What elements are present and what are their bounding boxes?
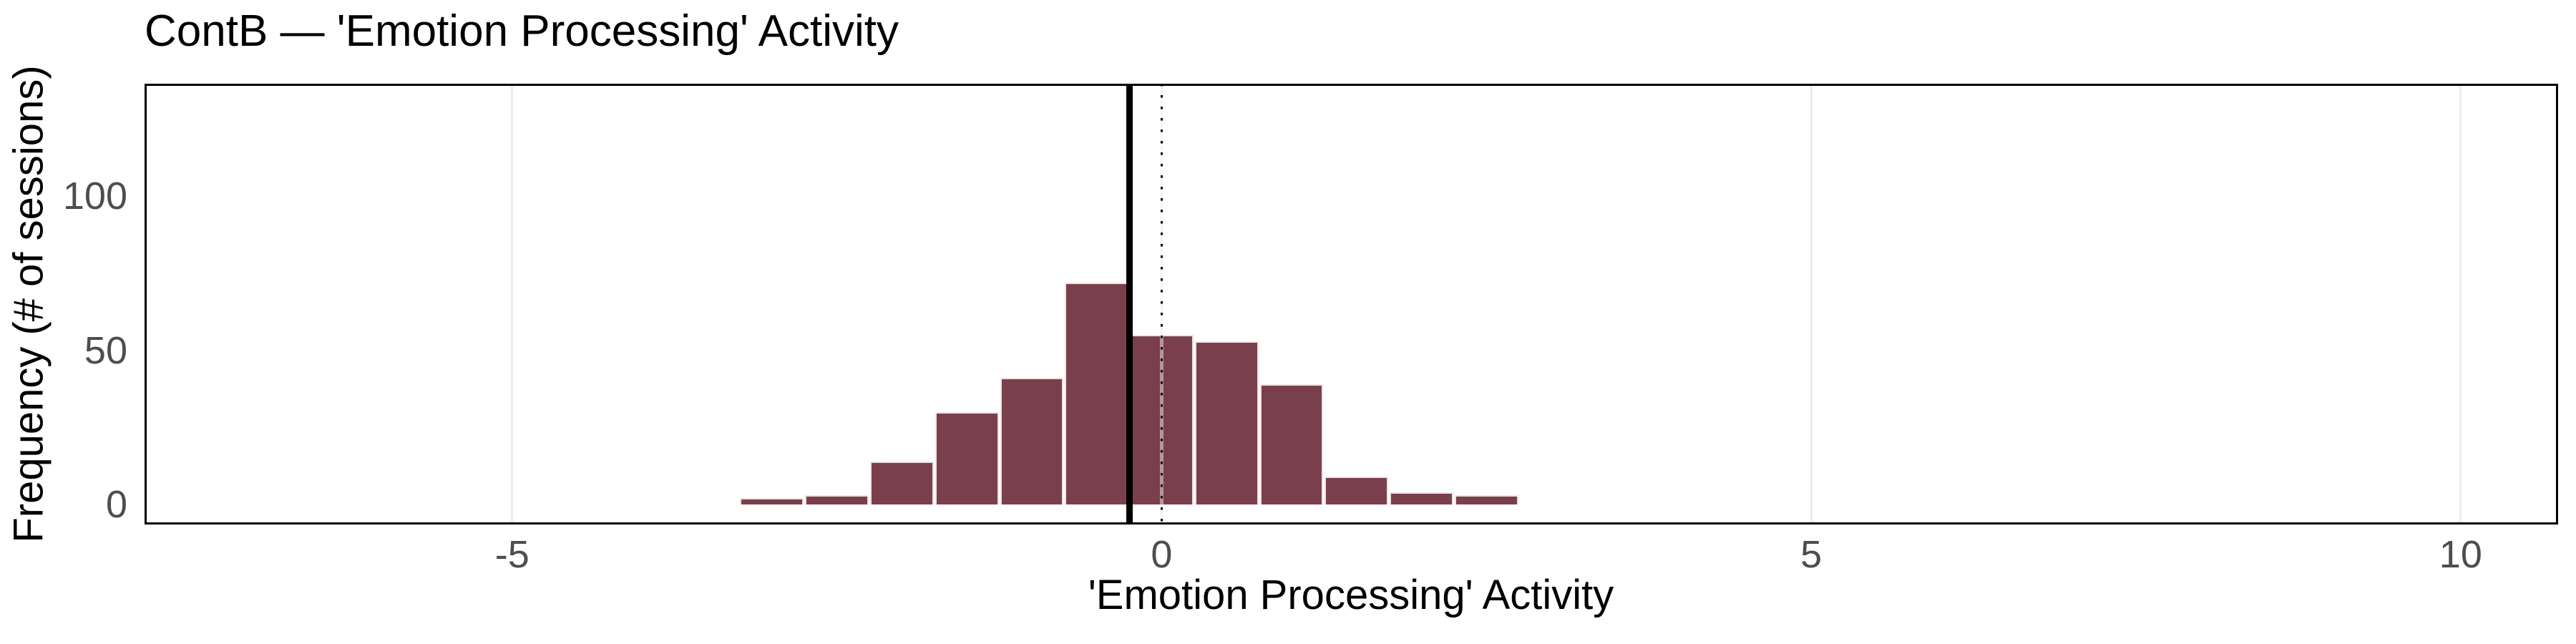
histogram-bar [935, 411, 999, 504]
y-tick-label: 50 [84, 328, 127, 372]
panel-border [145, 84, 2558, 525]
histogram-bar [1194, 341, 1259, 504]
x-gridline [2459, 84, 2462, 525]
x-gridline [1810, 84, 1813, 525]
histogram-bar [1390, 492, 1453, 504]
histogram-bar [805, 495, 869, 504]
x-tick-label: 5 [1800, 533, 1823, 576]
histogram-bar [1324, 477, 1389, 504]
histogram-bar [1259, 384, 1324, 504]
x-axis-title: 'Emotion Processing' Activity [1088, 572, 1614, 618]
y-tick-label: 0 [105, 483, 127, 526]
y-axis-title: Frequency (# of sessions) [5, 65, 52, 543]
solid-reference-line [1126, 84, 1133, 525]
y-tick-label: 100 [62, 175, 127, 218]
x-tick-label: -5 [494, 533, 530, 576]
dotted-zero-line [1159, 84, 1163, 525]
histogram-bar [1000, 378, 1064, 504]
plot-title: ContB — 'Emotion Processing' Activity [145, 6, 899, 56]
histogram-bar [740, 498, 804, 504]
x-gridline [511, 84, 514, 525]
histogram-bar [1065, 282, 1129, 504]
histogram-bar [869, 461, 934, 504]
histogram-bar [1454, 495, 1518, 504]
x-tick-label: 0 [1151, 533, 1173, 576]
x-tick-label: 10 [2439, 533, 2482, 576]
dotted-line-pattern [1160, 84, 1163, 525]
